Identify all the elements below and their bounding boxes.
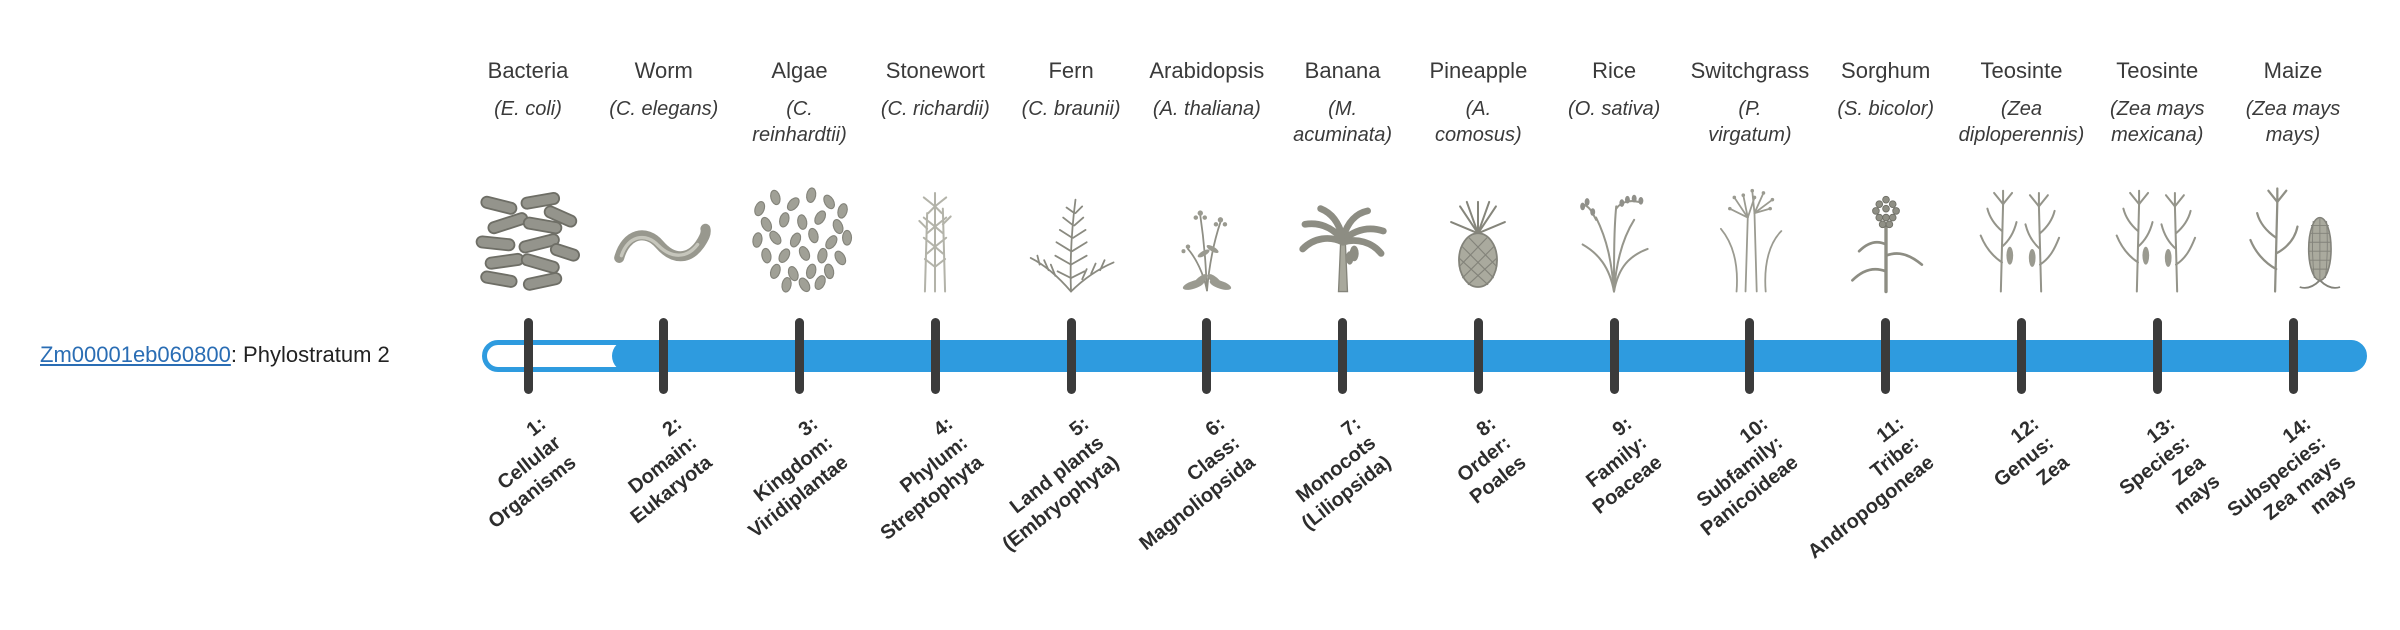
gene-phylostratum-text: : Phylostratum 2	[230, 342, 390, 367]
organism-column-9: Rice (O. sativa)	[1539, 0, 1689, 122]
stratum-tick-6	[1202, 318, 1212, 394]
organism-scientific-name: (M. acuminata)	[1268, 96, 1418, 148]
organism-column-8: Pineapple (A. comosus)	[1403, 0, 1553, 148]
scientific-name-line: (C. elegans)	[609, 98, 719, 121]
scientific-name-line: virgatum)	[1708, 124, 1792, 147]
scientific-name-line: (Zea mays	[2110, 98, 2205, 121]
teosinte-icon	[1956, 176, 2086, 302]
scientific-name-line: diploperennis)	[1958, 124, 2085, 147]
rice-icon	[1549, 176, 1679, 302]
arabidopsis-icon	[1142, 176, 1272, 302]
organism-common-name: Fern	[1048, 58, 1094, 83]
organism-scientific-name: (A. comosus)	[1403, 96, 1553, 148]
bacteria-icon	[463, 176, 593, 302]
organism-scientific-name: (A. thaliana)	[1132, 96, 1282, 122]
organism-scientific-name: (Zea diploperennis)	[1946, 96, 2096, 148]
organism-common-name: Teosinte	[2116, 58, 2199, 83]
organism-column-6: Arabidopsis (A. thaliana)	[1132, 0, 1282, 122]
organism-column-4: Stonewort (C. richardii)	[860, 0, 1010, 122]
organism-common-name: Sorghum	[1841, 58, 1931, 83]
stratum-tick-4	[930, 318, 940, 394]
scientific-name-line: mexicana)	[2111, 124, 2204, 147]
fern-icon	[1006, 176, 1136, 302]
scientific-name-line: (E. coli)	[494, 98, 562, 121]
organism-column-3: Algae (C. reinhardtii)	[725, 0, 875, 148]
scientific-name-line: reinhardtii)	[752, 124, 847, 147]
stratum-tick-10	[1745, 318, 1755, 394]
stratum-tick-8	[1473, 318, 1483, 394]
organism-column-2: Worm (C. elegans)	[589, 0, 739, 122]
scientific-name-line: (P.	[1738, 98, 1762, 121]
scientific-name-line: comosus)	[1435, 124, 1522, 147]
stratum-tick-2	[659, 318, 669, 394]
scientific-name-line: (Zea mays	[2245, 98, 2341, 121]
phylostratigraphy-plot: Zm00001eb060800: Phylostratum 2 Bacteria…	[40, 0, 2368, 563]
organism-common-name: Worm	[634, 58, 693, 83]
stratum-tick-1	[523, 318, 533, 394]
organism-common-name: Stonewort	[885, 58, 985, 83]
worm-icon	[599, 176, 729, 302]
organism-common-name: Arabidopsis	[1149, 58, 1265, 83]
sorghum-icon	[1821, 176, 1951, 302]
stratum-tick-7	[1338, 318, 1348, 394]
organism-column-10: Switchgrass (P. virgatum)	[1675, 0, 1825, 148]
organism-common-name: Pineapple	[1429, 58, 1528, 83]
organism-column-13: Teosinte (Zea mays mexicana)	[2082, 0, 2232, 148]
organism-common-name: Maize	[2263, 58, 2323, 83]
scientific-name-line: (O. sativa)	[1568, 98, 1661, 121]
teosinte-icon	[2092, 176, 2222, 302]
switchgrass-icon	[1685, 176, 1815, 302]
stratum-tick-14	[2288, 318, 2298, 394]
stratum-tick-12	[2016, 318, 2026, 394]
organism-column-1: Bacteria (E. coli)	[453, 0, 603, 122]
organism-scientific-name: (S. bicolor)	[1811, 96, 1961, 122]
scientific-name-line: (A. thaliana)	[1152, 98, 1261, 121]
organism-common-name: Switchgrass	[1690, 58, 1810, 83]
stratum-tick-3	[795, 318, 805, 394]
organism-common-name: Rice	[1592, 58, 1637, 83]
scientific-name-line: (C. richardii)	[880, 98, 990, 121]
stratum-tick-11	[1881, 318, 1891, 394]
gene-id-link[interactable]: Zm00001eb060800	[40, 342, 231, 367]
stratum-tick-9	[1609, 318, 1619, 394]
organism-scientific-name: (Zea mays mays)	[2218, 96, 2368, 148]
organism-common-name: Algae	[771, 58, 828, 83]
scientific-name-line: (S. bicolor)	[1837, 98, 1935, 121]
gene-label: Zm00001eb060800: Phylostratum 2	[40, 342, 390, 368]
organism-scientific-name: (C. reinhardtii)	[725, 96, 875, 148]
organism-scientific-name: (C. elegans)	[589, 96, 739, 122]
scientific-name-line: mays)	[2265, 124, 2321, 147]
organism-column-14: Maize (Zea mays mays)	[2218, 0, 2368, 148]
organism-common-name: Teosinte	[1980, 58, 2063, 83]
stonewort-icon	[870, 176, 1000, 302]
organism-column-7: Banana (M. acuminata)	[1268, 0, 1418, 148]
maize-icon	[2228, 176, 2358, 302]
organism-scientific-name: (C. richardii)	[860, 96, 1010, 122]
stratum-tick-13	[2152, 318, 2162, 394]
track-filled-bar	[612, 340, 2365, 372]
organism-scientific-name: (E. coli)	[453, 96, 603, 122]
organism-column-5: Fern (C. braunii)	[996, 0, 1146, 122]
organism-scientific-name: (Zea mays mexicana)	[2082, 96, 2232, 148]
scientific-name-line: (C.	[786, 98, 813, 121]
scientific-name-line: (C. braunii)	[1021, 98, 1121, 121]
organism-column-11: Sorghum (S. bicolor)	[1811, 0, 1961, 122]
organism-scientific-name: (O. sativa)	[1539, 96, 1689, 122]
scientific-name-line: (Zea	[2000, 98, 2043, 121]
scientific-name-line: acuminata)	[1293, 124, 1393, 147]
scientific-name-line: (M.	[1328, 98, 1358, 121]
stratum-tick-5	[1066, 318, 1076, 394]
algae-icon	[735, 176, 865, 302]
organism-common-name: Bacteria	[487, 58, 569, 83]
banana-icon	[1278, 176, 1408, 302]
organism-scientific-name: (C. braunii)	[996, 96, 1146, 122]
scientific-name-line: (A.	[1465, 98, 1492, 121]
organism-column-12: Teosinte (Zea diploperennis)	[1946, 0, 2096, 148]
pineapple-icon	[1413, 176, 1543, 302]
organism-common-name: Banana	[1304, 58, 1381, 83]
organism-scientific-name: (P. virgatum)	[1675, 96, 1825, 148]
